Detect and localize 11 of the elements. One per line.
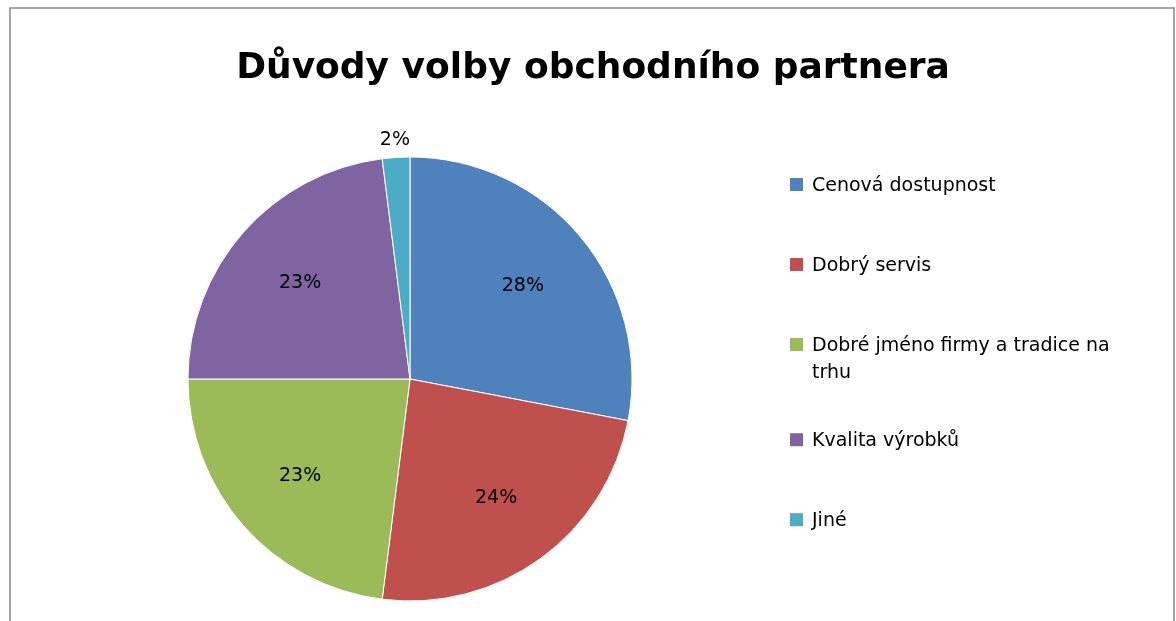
data-label: 28% <box>501 273 545 296</box>
legend-label: Dobrý servis <box>812 252 932 275</box>
chart-title: Důvody volby obchodního partnera <box>236 45 950 86</box>
legend-label: Cenová dostupnost <box>812 172 996 195</box>
data-label: 23% <box>278 463 322 486</box>
data-label: 2% <box>379 126 411 149</box>
legend-label: Dobré jméno firmy a tradice na trhu <box>812 332 1110 382</box>
data-label: 23% <box>278 269 322 292</box>
legend-label: Kvalita výrobků <box>812 427 960 450</box>
legend-label: Jiné <box>811 507 847 530</box>
data-label: 24% <box>475 485 518 508</box>
